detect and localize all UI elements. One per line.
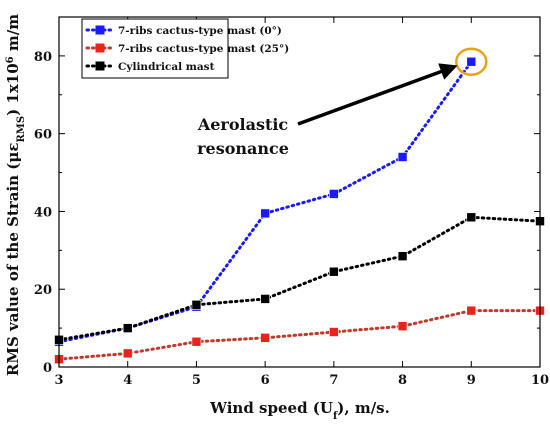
series-1-point	[397, 152, 408, 162]
series-3-point	[329, 266, 339, 277]
plot-frame	[58, 16, 541, 368]
series-1-point	[466, 56, 477, 67]
x-tick-label: 6	[261, 373, 270, 388]
x-tick-label: 7	[329, 373, 338, 388]
y-tick-label: 0	[43, 361, 52, 376]
series-line-3	[57, 215, 542, 342]
y-axis-title: RMS value of the Strain (μεRMS) 1x106 m/…	[4, 14, 27, 376]
annotation-layer: Aerolastic resonance	[197, 47, 488, 158]
x-axis-title-sub: f	[333, 411, 338, 422]
x-tick-label: 8	[398, 373, 407, 388]
x-axis-title-tail: ), m/s.	[337, 399, 390, 417]
y-tick-label: 40	[34, 205, 52, 220]
x-tick-label: 5	[192, 373, 201, 388]
x-tick-label: 4	[123, 373, 132, 388]
series-line-2	[57, 309, 542, 361]
legend-marker-2	[95, 43, 105, 53]
x-axis-title-main: Wind speed (U	[209, 399, 333, 417]
series-1-point	[329, 189, 339, 199]
annotation-text-line: resonance	[197, 139, 289, 158]
legend-label-3: Cylindrical mast	[118, 61, 215, 73]
series-1-point	[260, 208, 270, 219]
resonance-highlight-circle	[455, 47, 488, 76]
series-3-point	[191, 299, 202, 310]
series-3-point	[397, 251, 408, 261]
series-3-point	[466, 212, 477, 223]
y-axis-title-tail: ) 1x10	[4, 63, 22, 116]
legend-marker-3	[95, 61, 105, 71]
x-tick-label: 9	[467, 373, 476, 388]
legend: 7-ribs cactus-type mast (0°) 7-ribs cactu…	[81, 18, 289, 79]
series-2-point	[191, 336, 202, 347]
legend-label-2: 7-ribs cactus-type mast (25°)	[118, 43, 289, 55]
y-axis-title-sup: 6	[5, 56, 16, 63]
x-axis-title: Wind speed (Uf), m/s.	[209, 399, 390, 422]
series-2-point	[397, 321, 408, 331]
axes-layer: 3 4 5 6 7 8 9 10 0 20 40 60 80	[34, 16, 549, 388]
y-axis-title-unit: m/m	[4, 14, 22, 57]
series-3-point	[260, 294, 270, 304]
series-2-point	[122, 348, 133, 359]
series-2-point	[466, 305, 477, 316]
series-2-point	[329, 327, 339, 337]
x-tick-label: 10	[531, 373, 549, 388]
annotation-text: Aerolastic resonance	[197, 115, 289, 158]
y-axis-title-main: RMS value of the Strain (με	[4, 142, 22, 376]
annotation-text-line: Aerolastic	[197, 115, 289, 134]
legend-marker-1	[95, 25, 105, 35]
y-tick-label: 80	[34, 50, 52, 65]
series-2-point	[260, 333, 270, 343]
annotation-arrow	[297, 63, 458, 126]
y-tick-label: 20	[34, 283, 52, 298]
x-tick-label: 3	[54, 373, 63, 388]
y-tick-label: 60	[34, 128, 52, 143]
legend-label-1: 7-ribs cactus-type mast (0°)	[118, 25, 282, 37]
y-axis-title-sub: RMS	[16, 116, 27, 143]
series-3-point	[122, 323, 133, 333]
